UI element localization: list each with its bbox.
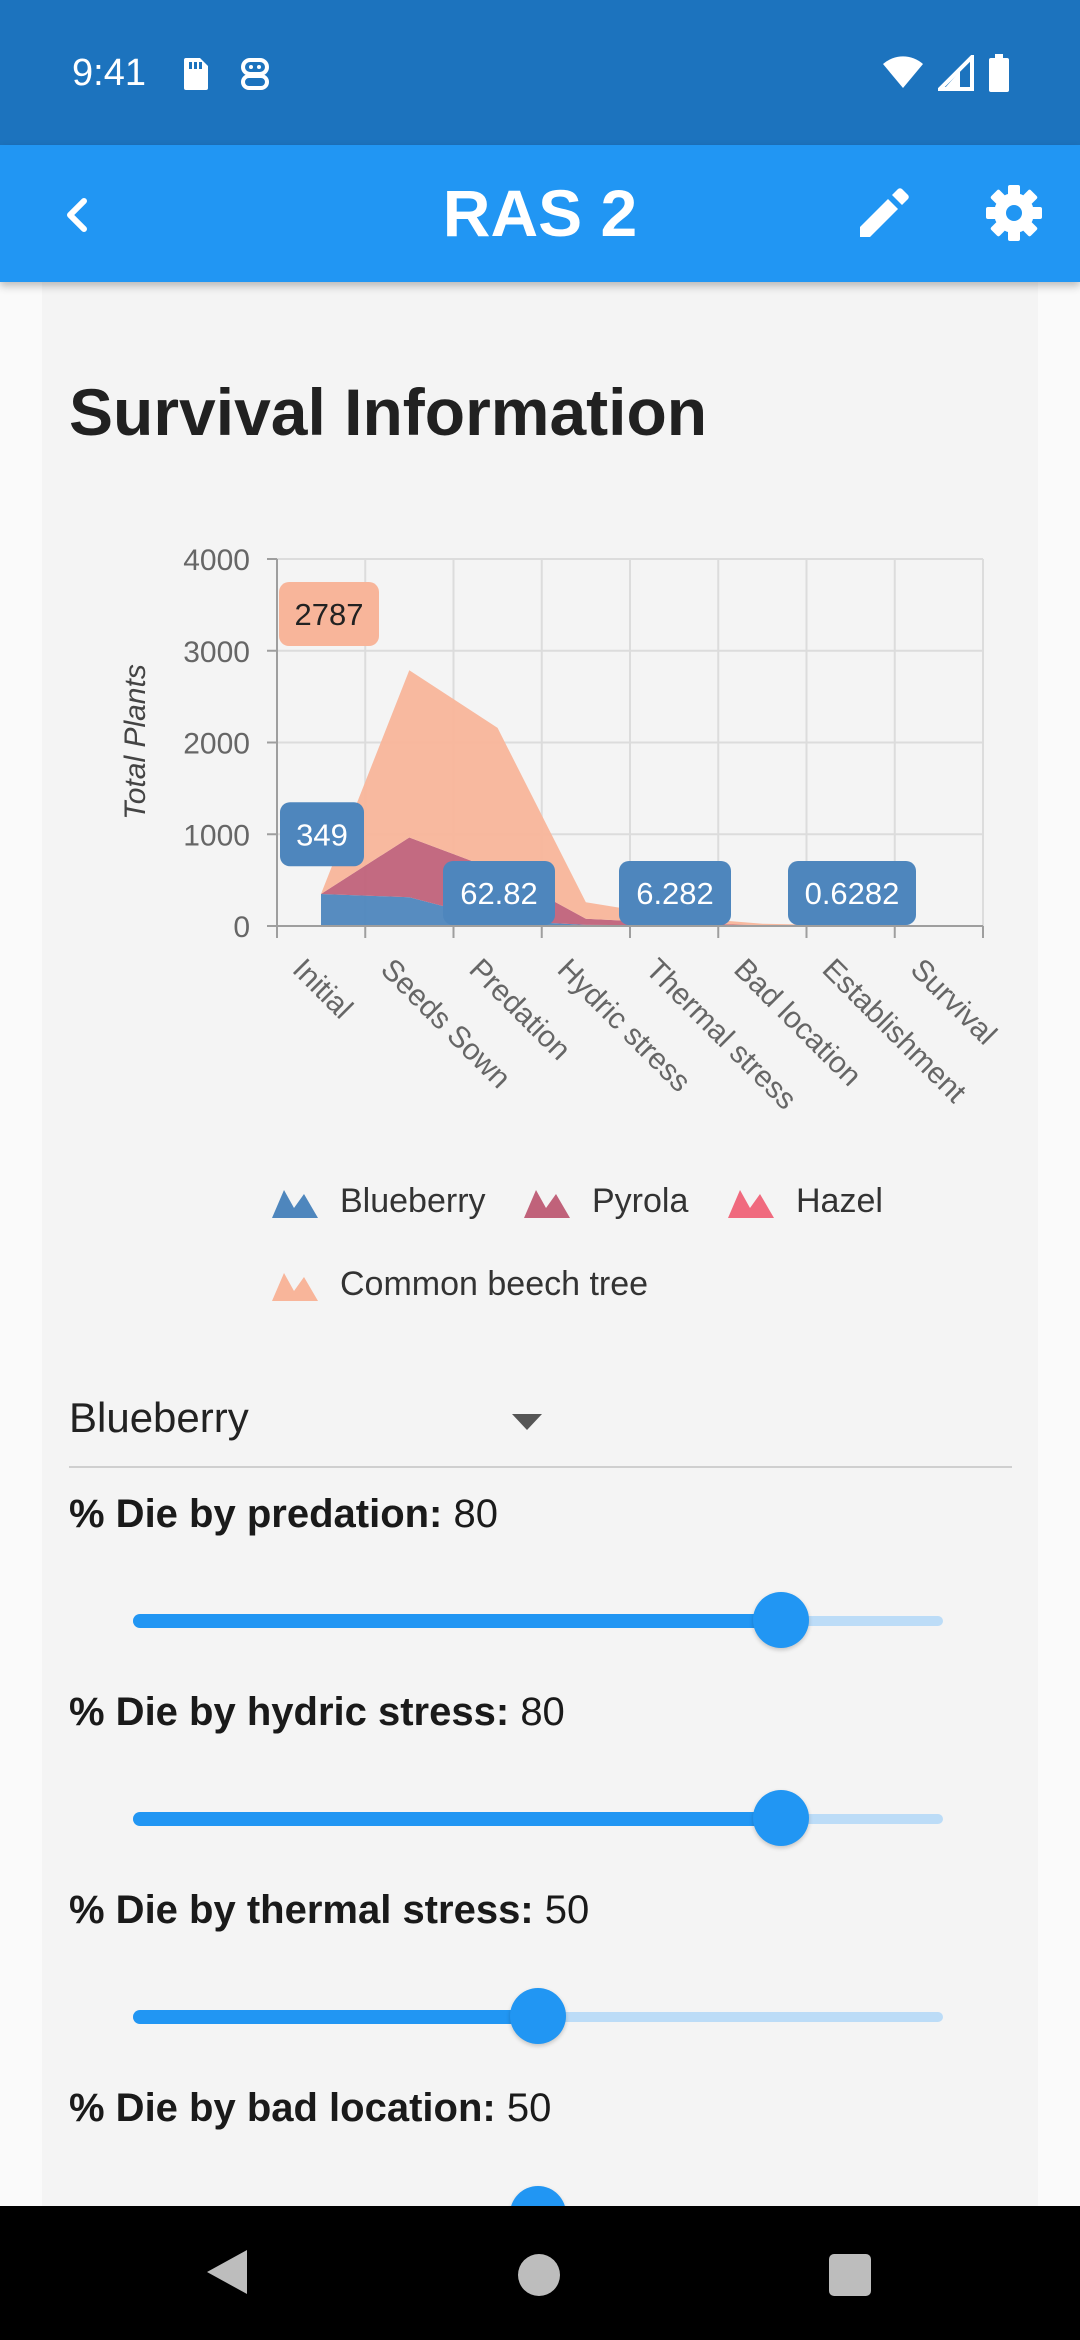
data-label-badge bbox=[279, 582, 379, 647]
survival-card: Survival Information 0 1000 2000 3000 4000 In… bbox=[42, 282, 1038, 2206]
legend-item[interactable]: Common beech tree bbox=[272, 1265, 648, 1304]
param-label: % Die by bad location: bbox=[69, 2086, 496, 2130]
app-bar: RAS 2 bbox=[0, 145, 1080, 282]
nav-home-icon[interactable] bbox=[518, 2254, 560, 2296]
nav-recents-icon[interactable] bbox=[829, 2254, 871, 2296]
slider-bad-location[interactable] bbox=[133, 2184, 943, 2206]
param-thermal-stress: % Die by thermal stress: 50 bbox=[69, 1888, 589, 1933]
nav-back-icon[interactable] bbox=[205, 2248, 249, 2301]
param-predation: % Die by predation: 80 bbox=[69, 1492, 498, 1537]
slider-thermal-stress[interactable] bbox=[133, 1986, 943, 2046]
slider-thumb[interactable] bbox=[510, 1988, 566, 2044]
param-value: 80 bbox=[453, 1492, 499, 1536]
slider-fill bbox=[133, 2010, 538, 2024]
param-label: % Die by predation: bbox=[69, 1492, 443, 1536]
section-title: Survival Information bbox=[69, 375, 708, 449]
dropdown-arrow-icon bbox=[512, 1414, 542, 1435]
param-label: % Die by thermal stress: bbox=[69, 1888, 534, 1932]
param-value: 50 bbox=[506, 2086, 552, 2130]
data-label-badge bbox=[619, 860, 731, 925]
battery-icon bbox=[988, 54, 1010, 97]
data-label-text: 0.6282 bbox=[805, 876, 900, 911]
slider-thumb[interactable] bbox=[753, 1592, 809, 1648]
slider-fill bbox=[133, 1614, 781, 1628]
y-tick-label: 2000 bbox=[183, 728, 250, 761]
y-tick-label: 0 bbox=[233, 911, 250, 944]
slider-thumb[interactable] bbox=[753, 1790, 809, 1846]
y-tick-label: 4000 bbox=[183, 544, 250, 577]
wifi-icon bbox=[882, 56, 924, 95]
legend-item[interactable]: Hazel bbox=[728, 1182, 883, 1221]
slider-fill bbox=[133, 1812, 781, 1826]
data-label-text: 2787 bbox=[295, 597, 364, 632]
edit-pencil-icon[interactable] bbox=[850, 181, 914, 245]
data-label-text: 6.282 bbox=[636, 876, 714, 911]
y-axis-title: Total Plants bbox=[119, 664, 152, 820]
settings-gear-icon[interactable] bbox=[982, 181, 1046, 245]
area-legend-icon bbox=[272, 1189, 318, 1218]
y-tick-label: 3000 bbox=[183, 636, 250, 669]
data-label-text: 349 bbox=[296, 817, 348, 852]
species-dropdown-value: Blueberry bbox=[69, 1394, 249, 1441]
param-value: 50 bbox=[544, 1888, 590, 1932]
y-tick-label: 1000 bbox=[183, 819, 250, 852]
data-label-badge bbox=[280, 802, 364, 867]
slider-hydric-stress[interactable] bbox=[133, 1788, 943, 1848]
species-dropdown[interactable]: Blueberry bbox=[69, 1382, 1012, 1468]
area-legend-icon bbox=[272, 1272, 318, 1301]
x-tick-label: Thermal stress bbox=[639, 953, 803, 1117]
data-label-badge bbox=[443, 860, 555, 925]
data-label-text: 62.82 bbox=[460, 876, 538, 911]
status-bar: 9:41 bbox=[0, 0, 1080, 145]
area-legend-icon bbox=[728, 1189, 774, 1218]
param-bad-location: % Die by bad location: 50 bbox=[69, 2086, 551, 2131]
param-value: 80 bbox=[520, 1690, 565, 1734]
scroll-content[interactable]: Survival Information 0 1000 2000 3000 4000 In… bbox=[0, 282, 1080, 2206]
legend-item[interactable]: Blueberry bbox=[272, 1182, 486, 1221]
legend-label: Pyrola bbox=[592, 1182, 689, 1220]
cell-signal-icon bbox=[935, 52, 974, 96]
back-arrow-icon[interactable] bbox=[48, 185, 108, 245]
area-legend-icon bbox=[524, 1189, 570, 1218]
slider-thumb[interactable] bbox=[510, 2186, 566, 2206]
data-label-badge bbox=[788, 860, 916, 925]
param-label: % Die by hydric stress: bbox=[69, 1690, 510, 1734]
page-title: RAS 2 bbox=[442, 176, 638, 250]
robot-icon bbox=[240, 56, 270, 97]
legend-item[interactable]: Pyrola bbox=[524, 1182, 688, 1221]
system-nav-bar bbox=[0, 2206, 1080, 2340]
param-hydric-stress: % Die by hydric stress: 80 bbox=[69, 1690, 565, 1735]
sd-card-icon bbox=[180, 56, 210, 97]
legend-label: Blueberry bbox=[340, 1182, 486, 1220]
status-time: 9:41 bbox=[72, 52, 146, 94]
legend-label: Hazel bbox=[796, 1182, 883, 1220]
x-tick-label: Initial bbox=[286, 953, 359, 1026]
slider-predation[interactable] bbox=[133, 1590, 943, 1650]
legend-label: Common beech tree bbox=[340, 1265, 649, 1303]
